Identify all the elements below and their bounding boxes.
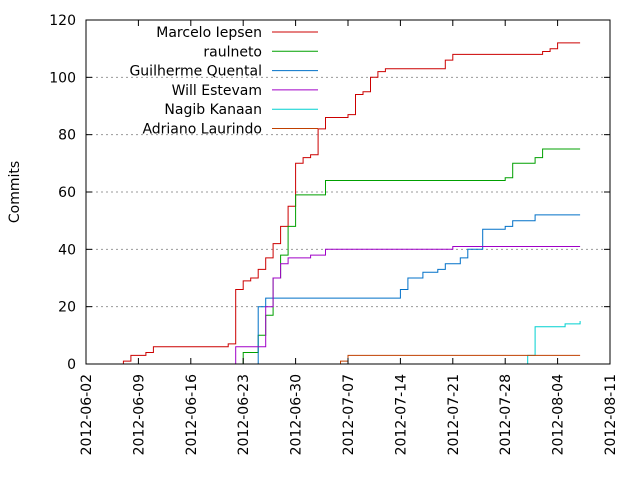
legend-label-1: Marcelo Iepsen [156,25,262,41]
series-line-2 [235,148,581,365]
y-tick-label: 40 [58,242,76,258]
x-tick-label: 2012-07-21 [446,374,462,455]
x-tick-label: 2012-06-30 [289,374,305,455]
series-line-4 [235,246,581,364]
x-tick-label: 2012-06-09 [131,374,147,455]
series-line-5 [520,321,581,365]
y-tick-label: 120 [49,13,76,29]
series-line-6 [333,354,581,365]
series-line-1 [122,42,581,364]
x-tick-label: 2012-07-14 [393,374,409,455]
x-tick-label: 2012-07-28 [498,374,514,455]
x-tick-label: 2012-06-02 [79,374,95,455]
legend-label-2: raulneto [203,44,262,60]
y-axis-ticks: 0 20 40 60 80 100 120 [49,13,610,373]
x-axis-ticks: 2012-06-02 2012-06-09 2012-06-16 2012-06-23… [79,20,619,455]
y-axis-label: Commits [7,161,23,223]
y-tick-label: 100 [49,70,76,86]
legend-label-3: Guilherme Quental [129,64,262,80]
y-tick-label: 60 [58,185,76,201]
x-tick-label: 2012-07-07 [341,374,357,455]
legend-label-6: Adriano Laurindo [142,122,262,138]
legend: Marcelo Iepsen raulneto Guilherme Quental W… [129,25,318,138]
legend-label-5: Nagib Kanaan [164,102,262,118]
x-tick-label: 2012-08-04 [551,374,567,455]
legend-label-4: Will Estevam [172,83,262,99]
y-tick-label: 80 [58,128,76,144]
x-tick-label: 2012-06-16 [184,374,200,455]
y-tick-label: 0 [67,357,76,373]
y-tick-label: 20 [58,300,76,316]
x-tick-label: 2012-08-11 [603,374,619,455]
x-tick-label: 2012-06-23 [236,374,252,455]
series-line-3 [250,214,581,365]
